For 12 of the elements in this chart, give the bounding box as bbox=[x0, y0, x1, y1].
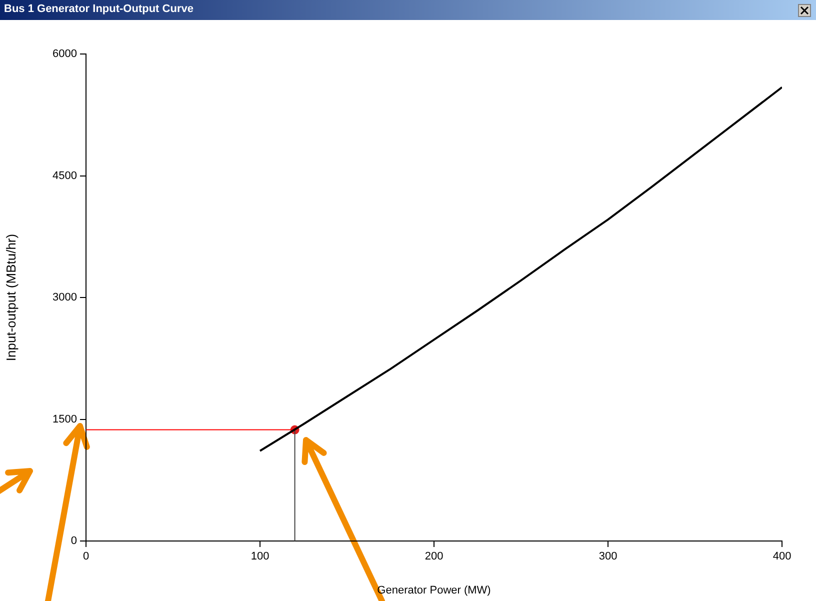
y-tick-label: 1500 bbox=[52, 413, 77, 426]
x-tick-label: 400 bbox=[772, 550, 792, 563]
chart-title: Bus 1 Generator Input-Output Curve bbox=[4, 3, 194, 15]
y-tick-label: 0 bbox=[70, 535, 77, 548]
x-tick-label: 0 bbox=[82, 550, 90, 563]
y-tick-label: 6000 bbox=[52, 48, 77, 60]
y-tick-label: 3000 bbox=[52, 292, 77, 304]
y-axis-title: Input-output (MBtu/hr) bbox=[3, 234, 18, 362]
x-tick-label: 100 bbox=[250, 550, 270, 563]
x-tick-label: 200 bbox=[424, 550, 444, 563]
y-tick-label: 4500 bbox=[52, 170, 77, 182]
x-tick-label: 300 bbox=[598, 550, 618, 563]
